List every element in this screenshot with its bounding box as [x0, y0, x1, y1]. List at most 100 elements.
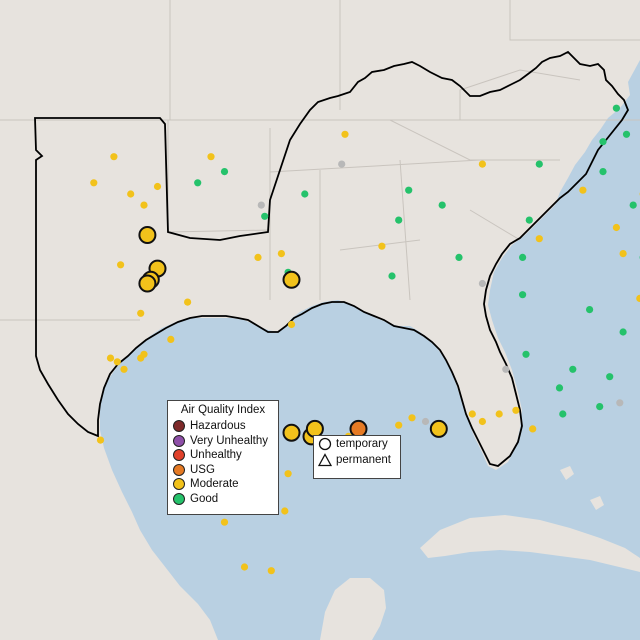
- moderate-swatch-icon: [173, 478, 185, 491]
- monitor-good[interactable]: [194, 179, 202, 187]
- monitor-moderate[interactable]: [636, 294, 640, 302]
- monitor-good[interactable]: [599, 168, 607, 176]
- monitor-good[interactable]: [395, 216, 403, 224]
- land-bahamas: [560, 466, 604, 510]
- monitor-good[interactable]: [559, 410, 567, 418]
- monitor-moderate[interactable]: [281, 507, 289, 515]
- monitor-no-data[interactable]: [338, 160, 346, 168]
- monitor-good[interactable]: [525, 216, 533, 224]
- legend-label: Hazardous: [190, 420, 246, 433]
- aqi-legend-title: Air Quality Index: [180, 404, 266, 416]
- monitor-moderate[interactable]: [96, 436, 105, 444]
- monitor-moderate-large[interactable]: [138, 226, 157, 244]
- monitor-moderate[interactable]: [468, 410, 476, 418]
- monitor-good[interactable]: [606, 373, 614, 381]
- legend-label: Unhealthy: [190, 449, 242, 462]
- legend-label: permanent: [336, 454, 391, 466]
- monitor-moderate[interactable]: [137, 309, 145, 317]
- monitor-moderate[interactable]: [267, 567, 275, 575]
- monitor-moderate[interactable]: [220, 518, 229, 526]
- usg-swatch-icon: [173, 463, 185, 476]
- monitor-good[interactable]: [261, 212, 269, 220]
- monitor-moderate[interactable]: [619, 250, 627, 258]
- monitor-moderate[interactable]: [90, 179, 98, 187]
- monitor-moderate[interactable]: [341, 130, 349, 138]
- monitor-moderate[interactable]: [535, 235, 543, 243]
- hazardous-swatch-icon: [173, 420, 185, 433]
- good-swatch-icon: [173, 492, 185, 505]
- monitor-moderate[interactable]: [117, 261, 125, 269]
- monitor-moderate[interactable]: [478, 160, 486, 168]
- monitor-moderate[interactable]: [140, 350, 148, 358]
- monitor-moderate[interactable]: [240, 563, 249, 571]
- monitor-moderate[interactable]: [184, 298, 192, 306]
- monitor-moderate[interactable]: [207, 153, 215, 161]
- monitor-good[interactable]: [612, 104, 621, 112]
- monitor-moderate[interactable]: [579, 186, 587, 194]
- monitor-moderate[interactable]: [140, 201, 148, 209]
- monitor-moderate[interactable]: [612, 223, 621, 232]
- monitor-moderate[interactable]: [512, 406, 520, 414]
- legend-item-usg: USG: [168, 463, 278, 478]
- legend-item-temporary: temporary: [314, 436, 400, 452]
- monitor-good[interactable]: [220, 168, 229, 176]
- monitor-moderate[interactable]: [127, 190, 135, 198]
- monitor-good[interactable]: [438, 201, 446, 209]
- legend-item-moderate: Moderate: [168, 477, 278, 492]
- monitor-no-data[interactable]: [478, 279, 486, 288]
- triangle-outline-icon: [318, 453, 332, 467]
- monitor-moderate[interactable]: [284, 470, 292, 478]
- legend-item-very-unhealthy: Very Unhealthy: [168, 434, 278, 449]
- legend-label: Very Unhealthy: [190, 434, 268, 447]
- monitor-good[interactable]: [569, 365, 577, 373]
- monitor-moderate-large[interactable]: [138, 274, 157, 293]
- monitor-good[interactable]: [405, 186, 413, 194]
- monitor-moderate[interactable]: [153, 182, 162, 191]
- monitor-good[interactable]: [596, 403, 604, 411]
- monitor-moderate-large[interactable]: [282, 423, 301, 442]
- monitor-moderate[interactable]: [408, 414, 416, 422]
- monitor-moderate-large[interactable]: [429, 419, 448, 438]
- monitor-good[interactable]: [455, 253, 463, 261]
- monitor-moderate[interactable]: [495, 410, 503, 418]
- monitor-good[interactable]: [619, 328, 627, 336]
- monitor-moderate[interactable]: [106, 354, 115, 362]
- monitor-good[interactable]: [629, 201, 637, 209]
- monitor-moderate[interactable]: [287, 320, 296, 329]
- legend-item-unhealthy: Unhealthy: [168, 448, 278, 463]
- aqi-legend: Air Quality Index Hazardous Very Unhealt…: [167, 400, 279, 515]
- monitor-good[interactable]: [522, 350, 530, 358]
- monitor-good[interactable]: [622, 130, 631, 138]
- monitor-good[interactable]: [519, 291, 527, 299]
- unhealthy-swatch-icon: [173, 449, 185, 462]
- monitor-good[interactable]: [599, 138, 607, 146]
- monitor-moderate[interactable]: [167, 335, 175, 343]
- monitor-moderate[interactable]: [113, 358, 121, 366]
- legend-label: Good: [190, 492, 219, 505]
- monitor-type-legend: temporary permanent: [313, 435, 401, 479]
- monitor-good[interactable]: [535, 160, 543, 168]
- monitor-good[interactable]: [555, 384, 564, 392]
- monitor-moderate[interactable]: [478, 417, 486, 426]
- circle-outline-icon: [318, 437, 332, 451]
- monitor-moderate[interactable]: [378, 242, 386, 250]
- monitor-good[interactable]: [301, 190, 309, 198]
- monitor-good[interactable]: [388, 272, 396, 280]
- monitor-good[interactable]: [586, 306, 594, 314]
- monitor-moderate[interactable]: [120, 365, 128, 373]
- monitor-moderate[interactable]: [254, 253, 262, 261]
- monitor-no-data[interactable]: [257, 201, 265, 209]
- monitor-moderate[interactable]: [110, 153, 118, 161]
- region-outline: [34, 50, 630, 467]
- state-borders: [0, 0, 640, 321]
- monitor-moderate[interactable]: [277, 250, 285, 258]
- monitor-no-data[interactable]: [616, 399, 624, 407]
- monitor-moderate[interactable]: [395, 421, 403, 429]
- monitor-good[interactable]: [519, 253, 527, 261]
- monitor-no-data[interactable]: [421, 417, 430, 426]
- monitor-moderate[interactable]: [529, 425, 537, 433]
- monitor-moderate-large[interactable]: [282, 270, 301, 289]
- legend-item-good: Good: [168, 492, 278, 507]
- monitor-no-data[interactable]: [502, 365, 510, 373]
